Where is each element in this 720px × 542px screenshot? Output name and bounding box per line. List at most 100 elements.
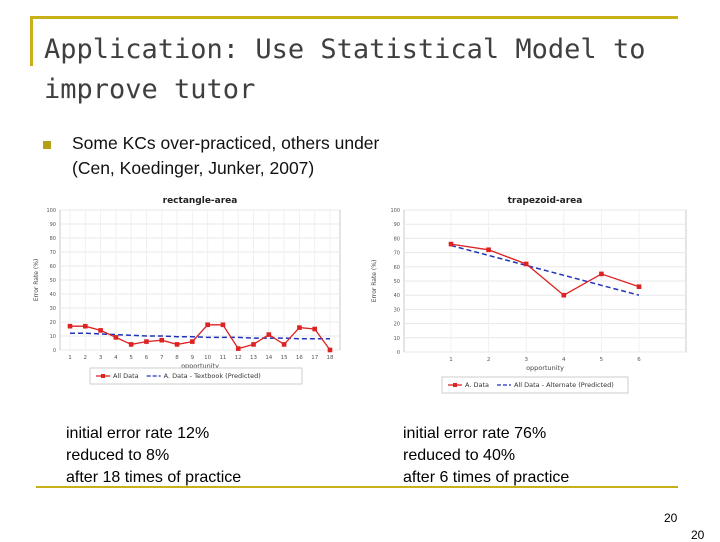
legend-marker-0 <box>453 383 457 387</box>
slide-frame-top <box>30 16 678 19</box>
y-tick-label: 0 <box>397 350 400 356</box>
x-tick-label: 13 <box>250 355 257 361</box>
page-number: 20 <box>664 511 678 525</box>
bullet-square-icon <box>43 141 51 149</box>
slide-frame-bottom <box>36 486 678 488</box>
caption-line: reduced to 8% <box>66 447 170 464</box>
series-line-0 <box>70 324 331 351</box>
data-point-0 <box>67 323 73 329</box>
data-point-0 <box>113 335 119 340</box>
data-point-0 <box>251 342 256 347</box>
caption-line: after 18 times of practice <box>66 469 242 486</box>
caption-line: initial error rate 76% <box>403 425 547 442</box>
x-tick-label: 5 <box>129 355 133 361</box>
y-tick-label: 100 <box>46 208 56 214</box>
x-tick-label: 16 <box>296 355 303 361</box>
data-point-0 <box>281 342 287 347</box>
data-point-0 <box>266 332 272 337</box>
y-tick-label: 70 <box>50 250 56 256</box>
y-tick-label: 40 <box>50 292 56 298</box>
chart-rectangle-area: 0 10 20 30 40 50 60 70 80 90 100 1 2 3 4 5 6 7 8 9 10 11 12 13 1… <box>26 190 348 395</box>
data-point-0 <box>523 261 529 267</box>
data-point-0 <box>486 247 491 253</box>
x-tick-label: 15 <box>281 355 288 361</box>
caption-line: after 6 times of practice <box>403 469 570 486</box>
series-line-0 <box>450 243 640 296</box>
x-axis-label: opportunity <box>181 362 219 370</box>
x-tick-label: 18 <box>327 355 334 361</box>
x-tick-label: 4 <box>562 357 566 363</box>
caption-line: reduced to 40% <box>403 447 516 464</box>
data-point-0 <box>144 339 149 344</box>
y-tick-label: 100 <box>390 208 400 214</box>
y-axis-label: Error Rate (%) <box>371 260 378 303</box>
x-tick-label: 2 <box>84 355 88 361</box>
chart-trapezoid-area: 0 10 20 30 40 50 60 70 80 90 100 1 2 3 4 5 6 trapezoid-ar… <box>364 190 696 405</box>
slide-title-line: improve tutor <box>44 74 256 105</box>
x-tick-label: 3 <box>524 357 528 363</box>
x-tick-label: 1 <box>449 357 453 363</box>
bullet-text: Some KCs over-practiced, others under (C… <box>72 131 672 181</box>
y-tick-label: 90 <box>50 222 56 228</box>
bullet-line: Some KCs over-practiced, others under <box>72 133 380 153</box>
data-point-0 <box>82 323 88 329</box>
y-tick-label: 10 <box>50 334 56 340</box>
y-tick-label: 30 <box>50 306 56 312</box>
x-tick-label: 9 <box>191 355 195 361</box>
data-point-0 <box>235 346 241 351</box>
data-point-0 <box>205 322 210 328</box>
y-tick-label: 40 <box>394 293 400 299</box>
slide-title: Application: Use Statistical Model to im… <box>44 30 684 110</box>
series-line-1 <box>450 244 640 296</box>
y-tick-label: 70 <box>394 251 400 257</box>
x-tick-label: 12 <box>235 355 242 361</box>
legend-label-0: All Data <box>113 372 139 380</box>
x-tick-label: 7 <box>160 355 164 361</box>
x-tick-label: 4 <box>114 355 118 361</box>
x-tick-label: 5 <box>600 357 604 363</box>
y-tick-label: 20 <box>394 322 400 328</box>
y-tick-label: 20 <box>50 320 56 326</box>
legend-label-1: All Data - Alternate (Predicted) <box>514 381 614 389</box>
x-tick-label: 10 <box>204 355 211 361</box>
y-tick-label: 0 <box>53 348 56 354</box>
y-tick-label: 60 <box>394 265 400 271</box>
series-line-1 <box>70 332 330 340</box>
y-axis-label: Error Rate (%) <box>33 259 40 302</box>
x-tick-label: 8 <box>175 355 179 361</box>
data-point-0 <box>159 337 165 343</box>
data-point-0 <box>98 328 103 333</box>
x-tick-label: 1 <box>68 355 72 361</box>
legend-box <box>441 376 629 394</box>
data-point-0 <box>636 284 642 289</box>
legend-label-0: A. Data <box>465 381 489 389</box>
x-tick-label: 17 <box>311 355 318 361</box>
y-tick-label: 30 <box>394 307 400 313</box>
page-number-corner: 20 <box>691 528 705 542</box>
data-point-0 <box>297 325 302 330</box>
x-tick-label: 6 <box>637 357 641 363</box>
data-point-0 <box>128 342 134 347</box>
data-point-0 <box>174 342 180 347</box>
legend-marker-0 <box>101 374 105 378</box>
bullet-line: (Cen, Koedinger, Junker, 2007) <box>72 158 315 178</box>
data-point-0 <box>599 271 604 277</box>
x-axis-label: opportunity <box>526 364 564 372</box>
caption-line: initial error rate 12% <box>66 425 210 442</box>
x-tick-label: 14 <box>265 355 272 361</box>
data-point-0 <box>312 326 318 332</box>
x-tick-label: 3 <box>99 355 103 361</box>
y-tick-label: 90 <box>394 222 400 228</box>
legend-label-1: A. Data - Textbook (Predicted) <box>164 372 261 380</box>
x-tick-label: 2 <box>487 357 491 363</box>
data-point-0 <box>190 339 195 344</box>
caption-trapezoid-area: initial error rate 76% reduced to 40% af… <box>403 423 569 489</box>
y-tick-label: 80 <box>50 236 56 242</box>
y-tick-label: 50 <box>50 278 56 284</box>
data-point-0 <box>448 241 454 247</box>
data-point-0 <box>327 347 333 353</box>
y-tick-label: 10 <box>394 336 400 342</box>
data-point-0 <box>220 322 226 328</box>
x-tick-label: 6 <box>145 355 149 361</box>
